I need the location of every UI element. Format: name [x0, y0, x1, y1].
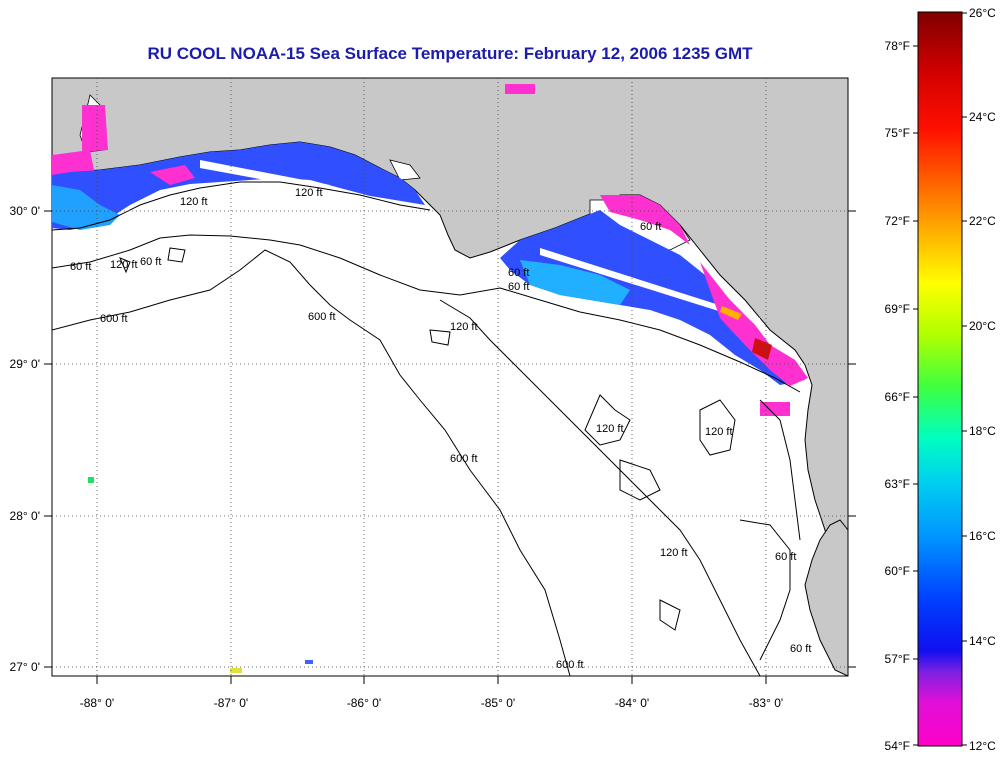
contour-labels: 120 ft 120 ft 120 ft 60 ft 60 ft 60 ft 6…	[70, 187, 811, 671]
contour-label: 120 ft	[450, 321, 478, 333]
lon-label: -87° 0'	[214, 696, 248, 710]
colorbar-celsius-labels: 26°C 24°C 22°C 20°C 18°C 16°C 14°C 12°C	[969, 6, 996, 753]
graticule	[52, 78, 848, 676]
colorbar	[917, 11, 963, 747]
axis-ticks	[44, 210, 856, 684]
lat-label: 29° 0'	[10, 357, 40, 371]
celsius-label: 24°C	[969, 110, 996, 124]
fahrenheit-label: 57°F	[885, 652, 910, 666]
fahrenheit-label: 54°F	[885, 739, 910, 753]
contour-label: 120 ft	[596, 423, 624, 435]
contour-label: 60 ft	[790, 643, 811, 655]
contour-label: 60 ft	[508, 281, 529, 293]
celsius-label: 16°C	[969, 529, 996, 543]
contour-label: 120 ft	[660, 547, 688, 559]
celsius-label: 14°C	[969, 634, 996, 648]
contour-label: 60 ft	[70, 261, 91, 273]
land-florida-tip	[804, 519, 848, 676]
contour-label: 600 ft	[308, 311, 336, 323]
contour-label: 120 ft	[295, 187, 323, 199]
fahrenheit-label: 78°F	[885, 39, 910, 53]
celsius-label: 22°C	[969, 214, 996, 228]
contour-label: 120 ft	[180, 196, 208, 208]
colorbar-ticks	[913, 12, 967, 746]
latitude-labels: 30° 0' 29° 0' 28° 0' 27° 0'	[10, 204, 40, 674]
lon-label: -83° 0'	[749, 696, 783, 710]
colorbar-fahrenheit-labels: 78°F 75°F 72°F 69°F 66°F 63°F 60°F 57°F …	[885, 39, 910, 753]
fahrenheit-label: 63°F	[885, 477, 910, 491]
celsius-label: 12°C	[969, 739, 996, 753]
contour-label: 60 ft	[508, 267, 529, 279]
contour-label: 120 ft	[705, 426, 733, 438]
lon-label: -84° 0'	[615, 696, 649, 710]
contour-label: 60 ft	[775, 551, 796, 563]
lon-label: -85° 0'	[481, 696, 515, 710]
fahrenheit-label: 60°F	[885, 564, 910, 578]
fahrenheit-label: 66°F	[885, 390, 910, 404]
celsius-label: 18°C	[969, 424, 996, 438]
contour-label: 600 ft	[100, 313, 128, 325]
contour-label: 120 ft	[110, 259, 138, 271]
bathymetry-contours	[52, 181, 801, 676]
fahrenheit-label: 75°F	[885, 126, 910, 140]
bay-choctaw	[389, 159, 421, 181]
contour-label: 600 ft	[556, 659, 584, 671]
map-title: RU COOL NOAA-15 Sea Surface Temperature:…	[147, 44, 753, 63]
sst-data-overlay	[52, 84, 808, 673]
lat-label: 28° 0'	[10, 509, 40, 523]
celsius-label: 26°C	[969, 6, 996, 20]
fahrenheit-label: 69°F	[885, 302, 910, 316]
lon-label: -88° 0'	[80, 696, 114, 710]
contour-label: 60 ft	[140, 256, 161, 268]
contour-label: 600 ft	[450, 453, 478, 465]
lat-label: 30° 0'	[10, 204, 40, 218]
fahrenheit-label: 72°F	[885, 214, 910, 228]
lat-label: 27° 0'	[10, 660, 40, 674]
celsius-label: 20°C	[969, 319, 996, 333]
lon-label: -86° 0'	[347, 696, 381, 710]
contour-label: 60 ft	[640, 221, 661, 233]
longitude-labels: -88° 0' -87° 0' -86° 0' -85° 0' -84° 0' …	[80, 696, 783, 710]
